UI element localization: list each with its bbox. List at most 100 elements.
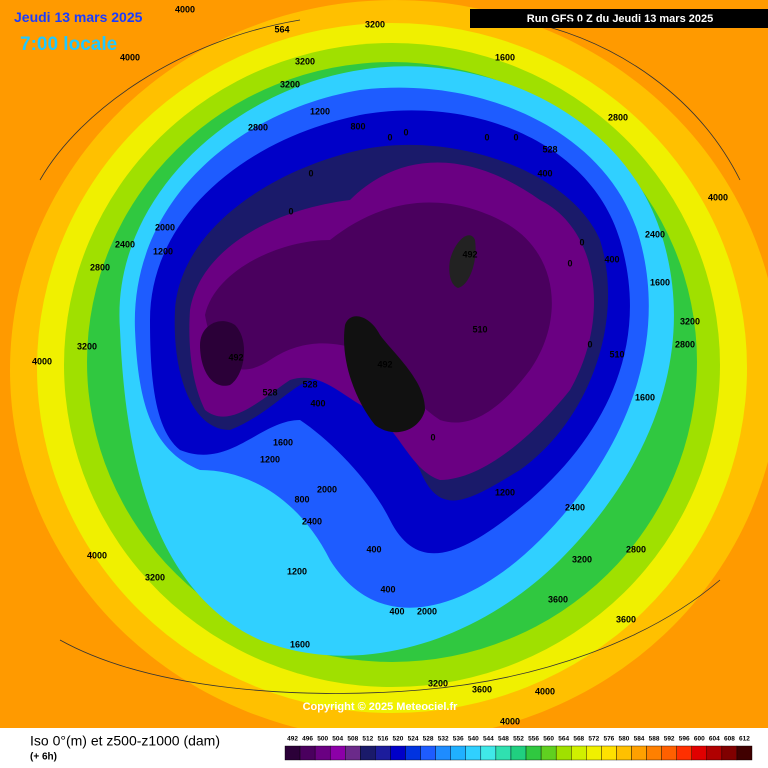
legend-swatch (375, 745, 391, 761)
time: 7:00 locale (20, 34, 117, 55)
legend-swatch (495, 745, 512, 761)
legend-label: 572 (588, 736, 599, 743)
legend-swatch (540, 745, 557, 761)
contour-label: 0 (484, 132, 489, 142)
contour-label: 492 (377, 359, 392, 369)
contour-label: 0 (587, 339, 592, 349)
zone (200, 321, 245, 386)
zone (344, 316, 425, 433)
zone (449, 235, 476, 288)
legend: 492 496 500 504 508 512 516 520 524 528 532 536 540 5… (284, 736, 753, 761)
contour-label: 0 (567, 258, 572, 268)
run-box (470, 9, 768, 28)
contour-label: 2800 (248, 122, 268, 132)
contour-label: 3200 (365, 19, 385, 29)
contour-label: 0 (387, 132, 392, 142)
contour-label: 2000 (155, 222, 175, 232)
contour-label: 800 (350, 121, 365, 131)
contour-label: 1600 (290, 639, 310, 649)
contour-label: 800 (294, 494, 309, 504)
contour-label: 4000 (175, 4, 195, 14)
contour-label: 400 (604, 254, 619, 264)
contour-label: 4000 (87, 550, 107, 560)
footer-title: Iso 0°(m) et z500-z1000 (dam) (30, 733, 220, 749)
contour-label: 4000 (120, 52, 140, 62)
contour-label: 400 (380, 584, 395, 594)
legend-swatch (555, 745, 572, 761)
contour-label: 3200 (280, 79, 300, 89)
contour-label: 4000 (708, 192, 728, 202)
contour-label: 3200 (680, 316, 700, 326)
contour-label: 1200 (260, 454, 280, 464)
legend-swatch (299, 745, 316, 761)
contour-label: 400 (537, 168, 552, 178)
legend-label: 496 (302, 736, 313, 743)
copyright: Copyright © 2025 Meteociel.fr (303, 701, 459, 713)
legend-label: 600 (694, 736, 705, 743)
legend-label: 516 (377, 736, 388, 743)
legend-swatch (314, 745, 331, 761)
legend-label: 512 (362, 736, 373, 743)
contour-label: 0 (288, 206, 293, 216)
legend-label: 608 (724, 736, 735, 743)
contour-label: 1600 (635, 392, 655, 402)
legend-label: 556 (528, 736, 539, 743)
contour-label: 510 (609, 349, 624, 359)
contour-label: 1200 (287, 566, 307, 576)
legend-swatch (435, 745, 451, 761)
legend-label: 532 (438, 736, 449, 743)
legend-label: 536 (453, 736, 464, 743)
legend-swatch (616, 745, 632, 761)
contour-label: 3600 (548, 594, 568, 604)
legend-swatch (571, 745, 587, 761)
date: Jeudi 13 mars 2025 (14, 9, 143, 25)
legend-label: 520 (393, 736, 404, 743)
legend-swatch (345, 745, 361, 761)
legend-label: 548 (498, 736, 509, 743)
contour-label: 3200 (145, 572, 165, 582)
legend-label: 588 (649, 736, 660, 743)
legend-label: 524 (408, 736, 419, 743)
legend-label: 584 (634, 736, 645, 743)
run-title: Run GFS 0 Z du Jeudi 13 mars 2025 (527, 13, 713, 25)
legend-swatch (736, 745, 753, 761)
contour-label: 4000 (32, 356, 52, 366)
legend-label: 560 (543, 736, 554, 743)
contour-label: 564 (274, 24, 289, 34)
legend-swatch (661, 745, 677, 761)
contour-label: 1200 (495, 487, 515, 497)
contour-label: 528 (262, 387, 277, 397)
legend-label: 576 (603, 736, 614, 743)
legend-swatch (601, 745, 617, 761)
legend-swatch (706, 745, 723, 761)
legend-swatch (450, 745, 466, 761)
contour-label: 2800 (626, 544, 646, 554)
legend-label: 504 (332, 736, 343, 743)
contour-label: 1200 (153, 246, 173, 256)
legend-swatch (586, 745, 602, 761)
legend-swatch (360, 745, 376, 761)
legend-swatch (284, 745, 301, 761)
legend-label: 564 (558, 736, 569, 743)
contour-label: 2400 (568, 19, 588, 29)
legend-swatch (646, 745, 662, 761)
contour-label: 492 (228, 352, 243, 362)
contour-label: 3200 (428, 678, 448, 688)
contour-label: 2400 (645, 229, 665, 239)
contour-label: 2800 (90, 262, 110, 272)
contour-label: 2400 (565, 502, 585, 512)
footer-step: (+ 6h) (30, 752, 57, 763)
legend-label: 612 (739, 736, 750, 743)
contour-label: 492 (462, 249, 477, 259)
contour-label: 3200 (295, 56, 315, 66)
contour-label: 400 (310, 398, 325, 408)
contour-label: 2800 (675, 339, 695, 349)
legend-swatch (631, 745, 647, 761)
legend-swatch (465, 745, 482, 761)
legend-label: 544 (483, 736, 494, 743)
legend-label: 604 (709, 736, 720, 743)
contour-label: 4000 (500, 716, 520, 726)
contour-label: 0 (430, 432, 435, 442)
